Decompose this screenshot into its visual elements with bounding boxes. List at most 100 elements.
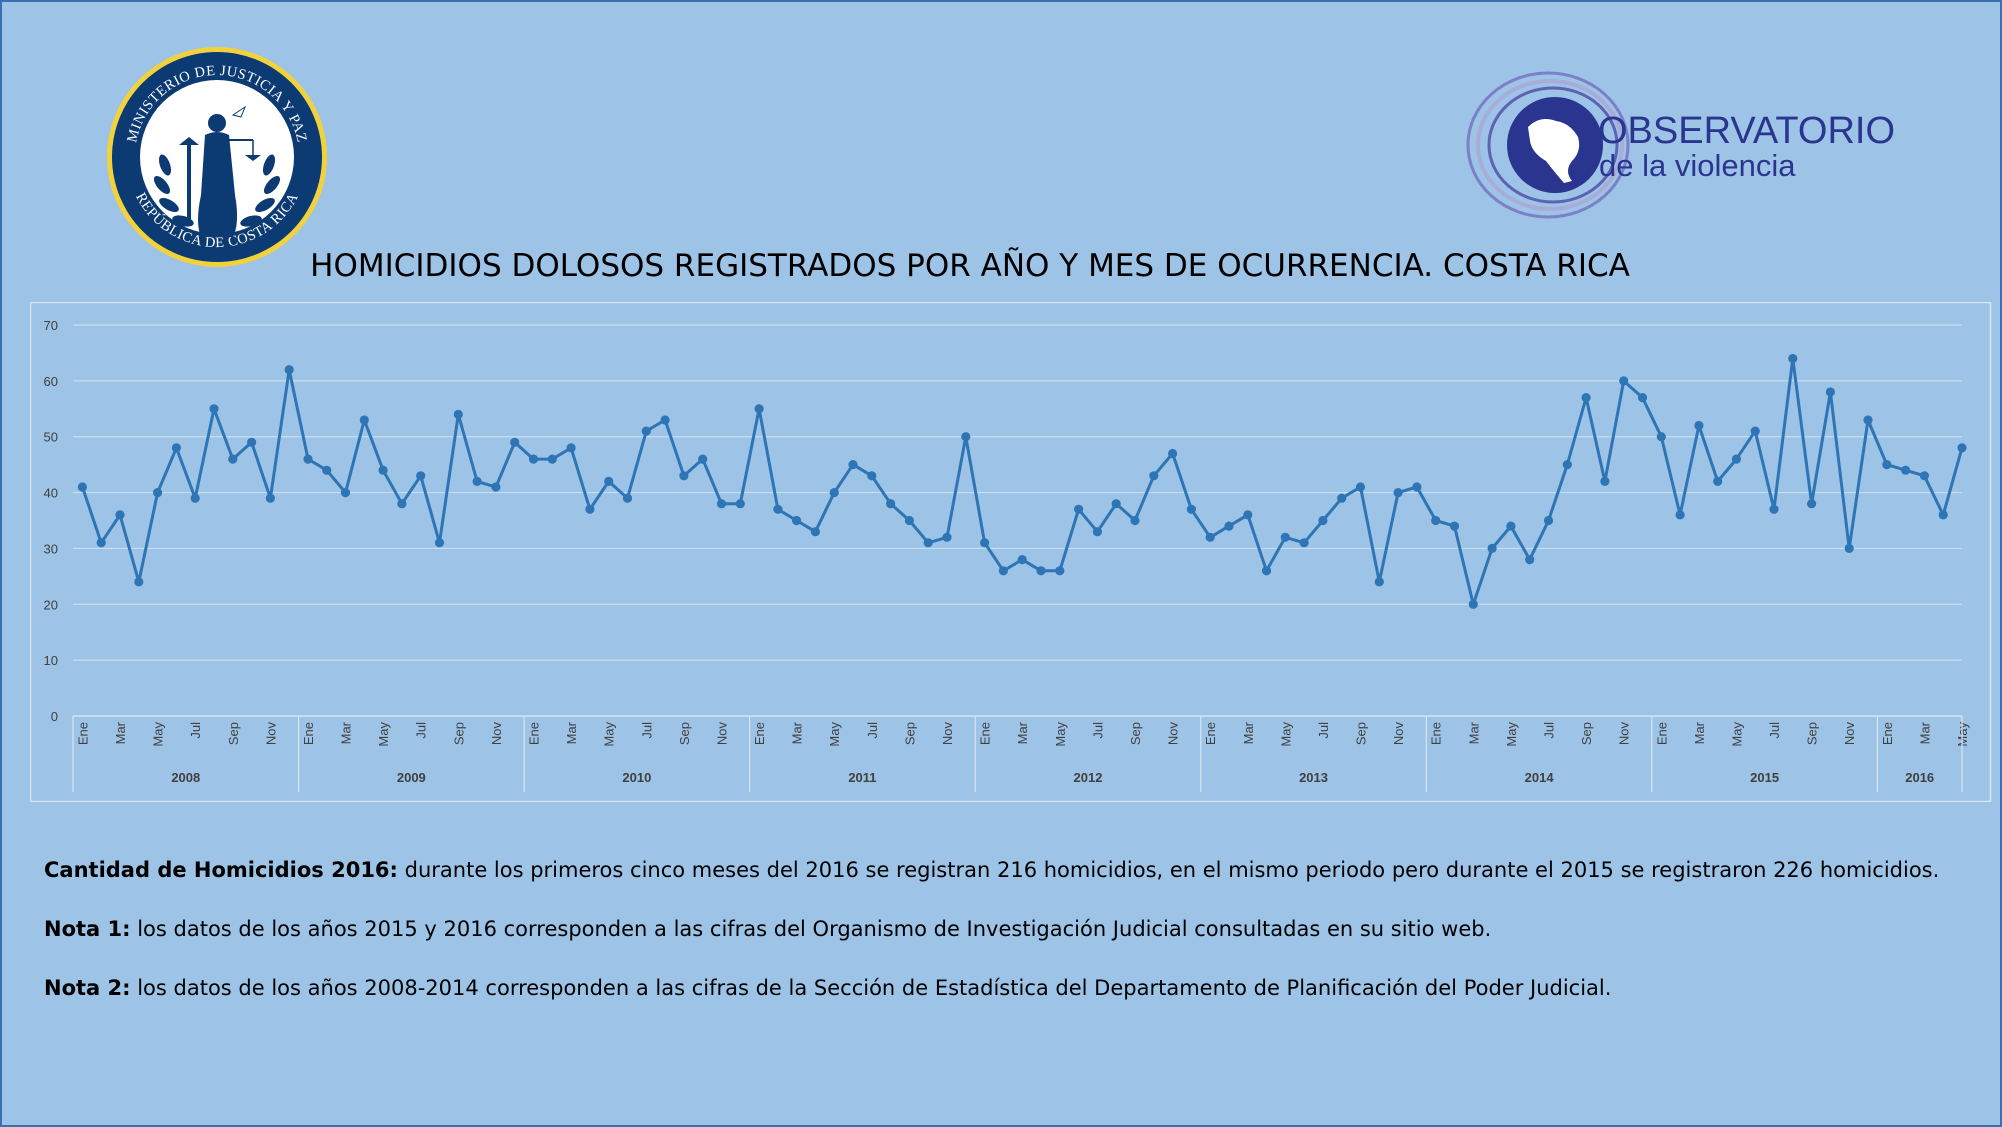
chart-frame [30,302,1992,802]
data-point [679,471,689,481]
data-point [359,415,369,425]
month-tick-label: Sep [1805,722,1820,745]
data-point [247,437,257,447]
data-point [1017,555,1027,565]
month-tick-label: Sep [902,722,917,745]
data-point [1637,393,1648,403]
data-point [1055,566,1065,576]
month-tick-label: Jul [188,722,203,739]
y-tick-label: 50 [44,430,58,445]
data-point [510,437,520,447]
data-point [810,527,821,537]
month-tick-label: Nov [1617,722,1632,746]
y-tick-label: 20 [44,597,58,612]
data-point [923,538,933,548]
data-point [1525,555,1535,565]
data-point [171,443,181,453]
data-point [886,499,896,509]
data-point [340,488,351,498]
month-tick-label: Mar [1241,721,1256,744]
data-point [134,577,144,587]
data-point [190,493,200,503]
data-point [1168,448,1178,459]
year-label: 2013 [1299,770,1328,785]
data-point [980,538,990,548]
data-point [1092,527,1102,537]
month-tick-label: May [827,722,842,747]
data-point [265,493,275,503]
data-point [1731,454,1741,464]
month-tick-label: Ene [1429,722,1444,745]
month-tick-label: Mar [790,721,805,744]
note-2-label: Nota 2: [44,976,131,1000]
month-tick-label: Ene [75,722,90,745]
data-point [1543,515,1554,526]
y-tick-label: 70 [44,318,58,333]
data-point [1224,521,1234,531]
year-label: 2010 [622,770,651,785]
month-tick-label: Sep [226,722,241,745]
justice-figure-icon [179,105,261,237]
month-tick-label: Ene [301,722,316,745]
data-point [284,365,294,375]
data-point [1205,532,1215,542]
year-label: 2015 [1750,770,1779,785]
month-tick-label: Jul [1767,722,1782,739]
month-tick-label: May [151,722,166,747]
data-point [77,482,87,492]
month-tick-label: Nov [1166,722,1181,746]
observatorio-title: OBSERVATORIO [1598,110,1895,152]
data-point [1901,465,1911,475]
month-tick-label: May [1504,722,1519,747]
data-point [792,515,802,526]
note-2: Nota 2: los datos de los años 2008-2014 … [44,976,1944,1001]
data-point [1675,510,1685,520]
data-point [1562,460,1572,470]
data-point [1694,420,1704,431]
month-tick-label: Nov [1842,722,1857,746]
data-point [378,465,388,475]
month-tick-label: Jul [1541,722,1556,739]
data-point [1844,543,1854,553]
month-tick-label: Jul [1090,722,1105,739]
month-tick-label: Ene [1203,722,1218,745]
year-label: 2016 [1905,770,1934,785]
month-tick-label: Nov [1391,722,1406,746]
data-point [115,510,125,520]
data-point [660,415,670,425]
data-point [848,460,858,470]
note-2016-text: durante los primeros cinco meses del 201… [397,858,1940,882]
data-point [1769,504,1779,514]
data-point [1261,566,1272,576]
data-point [96,538,106,548]
notes-section: Cantidad de Homicidios 2016: durante los… [44,858,1944,1035]
month-tick-label: May [1729,722,1744,747]
data-point [322,465,332,475]
month-tick-label: Ene [752,722,767,745]
y-tick-label: 30 [44,541,58,556]
month-tick-label: Nov [940,722,955,746]
data-point [1111,499,1121,509]
data-point [453,409,463,419]
year-label: 2011 [848,770,876,785]
month-tick-label: Ene [1654,722,1669,745]
month-tick-label: Jul [414,722,429,739]
data-point [472,476,482,486]
data-point [1299,538,1309,548]
data-point [1938,510,1948,520]
ministerio-seal-logo: MINISTERIO DE JUSTICIA Y PAZ REPÚBLICA D… [107,47,327,267]
note-1: Nota 1: los datos de los años 2015 y 201… [44,917,1944,942]
data-point [566,443,576,453]
data-point [1619,376,1629,386]
month-tick-label: Nov [489,722,504,746]
data-point [641,426,651,436]
data-point [698,454,708,464]
data-point [1074,504,1084,514]
month-tick-label: Mar [1015,721,1030,744]
y-tick-label: 40 [44,486,58,501]
data-point [434,538,445,548]
month-tick-label: Sep [677,722,692,745]
y-tick-label: 0 [51,709,58,724]
data-point [716,499,727,509]
observatorio-subtitle: de la violencia [1599,148,1796,183]
